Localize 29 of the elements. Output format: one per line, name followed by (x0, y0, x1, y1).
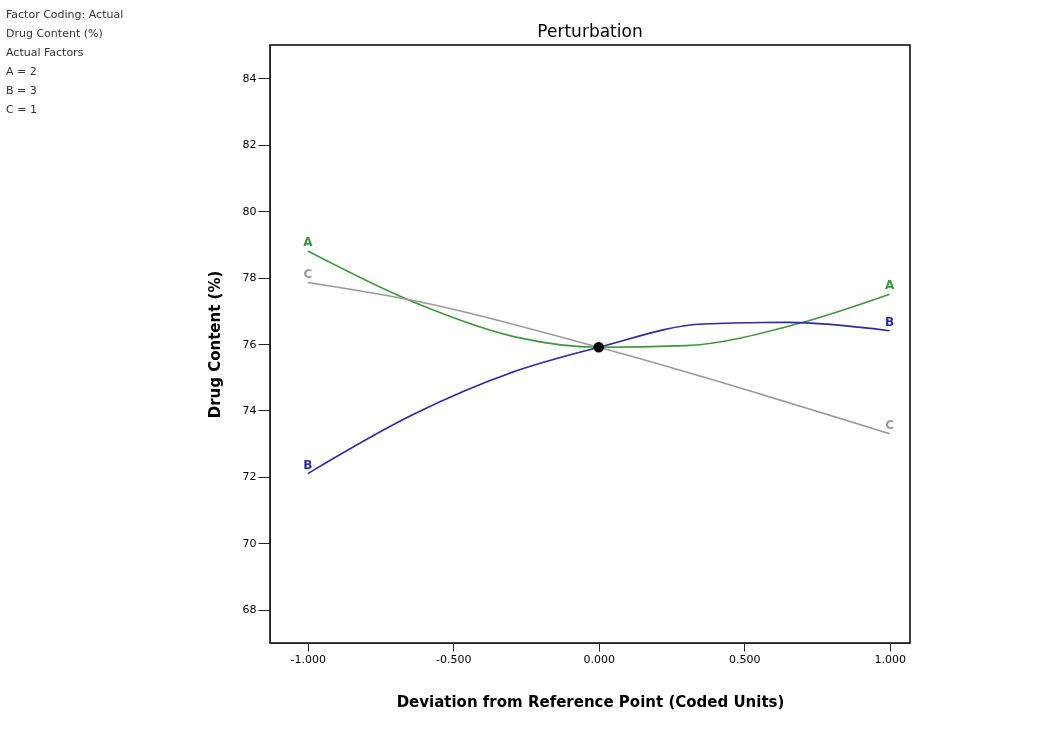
chart-title: Perturbation (537, 21, 643, 41)
y-tick-label: 82 (242, 138, 257, 152)
text: B = 3 (6, 84, 38, 97)
text: B (885, 314, 895, 329)
y-tick-label: 68 (242, 603, 257, 617)
y-tick-label: 76 (242, 337, 257, 351)
series-label: C (885, 417, 895, 432)
y-tick-label: 74 (242, 403, 257, 417)
x-tick-label: -0.500 (436, 652, 472, 666)
text: C = 1 (6, 103, 38, 116)
y-tick-label: 84 (242, 71, 257, 85)
x-tick-label: 0.500 (728, 652, 761, 666)
text: C (303, 266, 313, 281)
y-tick-label: 70 (242, 536, 257, 550)
series-label: A (884, 278, 895, 293)
text: Factor Coding: Actual (6, 8, 125, 21)
text: Actual Factors (6, 46, 85, 59)
y-axis-title: Drug Content (%) (205, 270, 224, 419)
text: A = 2 (6, 65, 38, 78)
series-label: B (303, 457, 313, 472)
y-tick-label: 80 (242, 204, 257, 218)
x-tick-label: 1.000 (874, 652, 906, 666)
text: A (303, 234, 313, 249)
y-tick-label: 78 (242, 271, 257, 285)
text: Drug Content (%) (6, 27, 104, 40)
x-tick-label: 0.000 (583, 652, 615, 666)
x-axis-title: Deviation from Reference Point (Coded Units) (396, 692, 785, 711)
x-tick-label: -1.000 (290, 652, 327, 666)
y-tick-label: 72 (242, 470, 257, 484)
